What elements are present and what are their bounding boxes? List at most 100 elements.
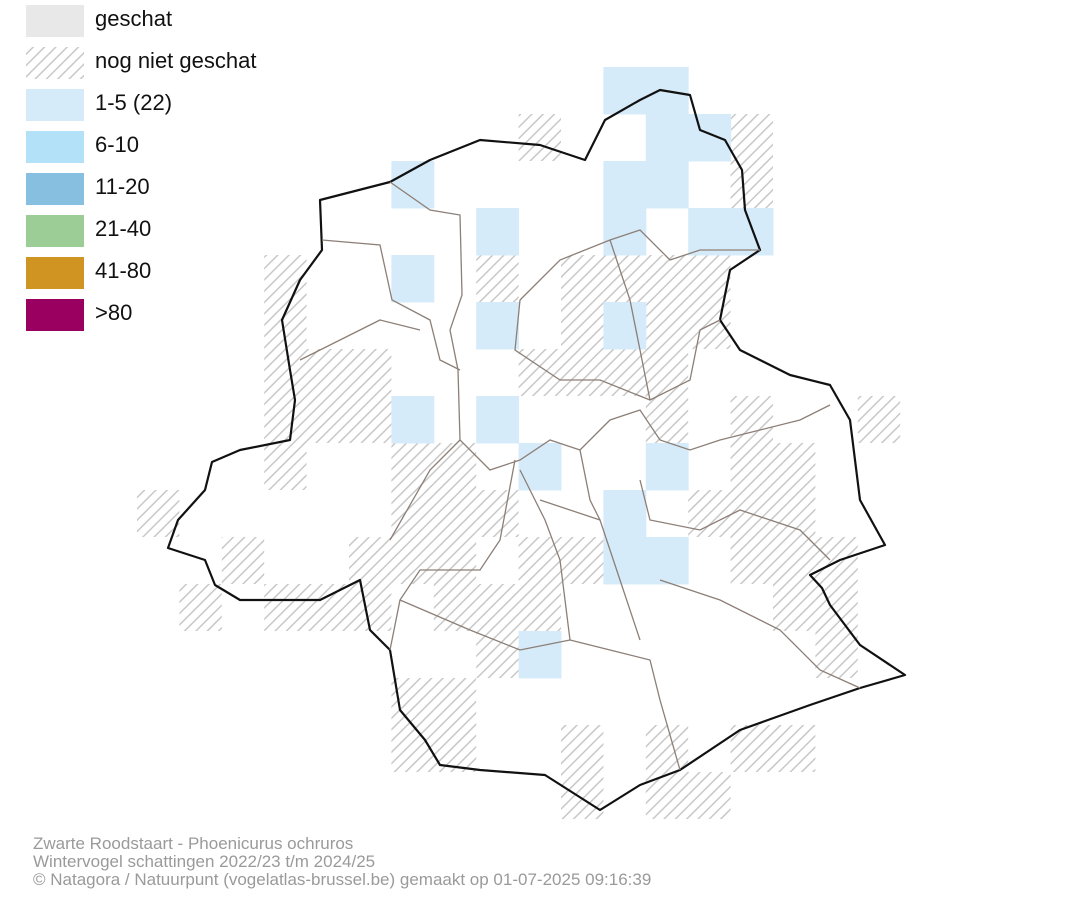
unsurveyed-cell	[688, 490, 731, 537]
unsurveyed-cell	[773, 490, 816, 537]
unsurveyed-cell	[433, 678, 477, 725]
unsurveyed-cell	[476, 490, 519, 537]
count-cell	[476, 302, 520, 350]
legend-label: 21-40	[95, 216, 151, 241]
count-cell	[518, 631, 562, 679]
unsurveyed-cell	[179, 584, 222, 631]
legend-swatch	[26, 257, 84, 289]
unsurveyed-cell	[645, 302, 689, 349]
count-cell	[391, 255, 435, 303]
unsurveyed-cell	[221, 537, 265, 584]
map	[166, 88, 907, 812]
unsurveyed-cell	[645, 349, 689, 396]
unsurveyed-cell	[391, 537, 434, 584]
legend-swatch	[26, 299, 84, 331]
unsurveyed-cell	[730, 161, 773, 208]
unsurveyed-cell	[264, 584, 307, 631]
unsurveyed-cell	[349, 349, 392, 396]
unsurveyed-cell	[773, 725, 816, 772]
legend-swatch	[26, 173, 84, 205]
unsurveyed-cell	[561, 772, 604, 819]
count-cell	[391, 396, 435, 444]
unsurveyed-cell	[391, 443, 434, 490]
unsurveyed-cell	[349, 584, 392, 631]
unsurveyed-cell	[433, 443, 477, 490]
count-cell	[603, 302, 647, 350]
unsurveyed-cell	[645, 255, 689, 302]
legend-swatch	[26, 89, 84, 121]
count-cell	[603, 67, 647, 115]
unsurveyed-cell	[476, 255, 519, 302]
unsurveyed-cell	[264, 443, 307, 490]
grid-cells	[137, 67, 901, 819]
unsurveyed-cell	[688, 772, 731, 819]
unsurveyed-cell	[645, 396, 689, 443]
unsurveyed-cell	[561, 349, 604, 396]
unsurveyed-cell	[518, 584, 561, 631]
unsurveyed-cell	[645, 772, 689, 819]
unsurveyed-cell	[561, 725, 604, 772]
count-cell	[645, 114, 689, 162]
unsurveyed-cell	[857, 396, 901, 443]
footer-line: © Natagora / Natuurpunt (vogelatlas-brus…	[33, 870, 651, 889]
legend-label: 6-10	[95, 132, 139, 157]
unsurveyed-cell	[264, 396, 307, 443]
unsurveyed-cell	[688, 255, 731, 302]
footer-line: Zwarte Roodstaart - Phoenicurus ochruros	[33, 834, 353, 853]
unsurveyed-cell	[561, 537, 604, 584]
count-cell	[476, 208, 520, 256]
footer: Zwarte Roodstaart - Phoenicurus ochruros…	[33, 834, 651, 889]
unsurveyed-cell	[306, 349, 349, 396]
legend-label: geschat	[95, 6, 172, 31]
unsurveyed-cell	[603, 255, 646, 302]
unsurveyed-cell	[773, 584, 816, 631]
count-cell	[603, 161, 647, 209]
unsurveyed-cell	[603, 349, 646, 396]
count-cell	[645, 161, 689, 209]
legend: geschat nog niet geschat 1-5 (22) 6-10 11-20…	[26, 5, 256, 331]
legend-label: 11-20	[95, 174, 150, 199]
unsurveyed-cell	[730, 537, 773, 584]
unsurveyed-cell	[264, 255, 307, 302]
unsurveyed-cell	[730, 443, 773, 490]
unsurveyed-cell	[349, 396, 392, 443]
footer-line: Wintervogel schattingen 2022/23 t/m 2024…	[33, 852, 375, 871]
unsurveyed-cell	[433, 537, 477, 584]
unsurveyed-cell	[306, 584, 349, 631]
unsurveyed-cell	[730, 114, 773, 161]
unsurveyed-cell	[815, 631, 858, 678]
unsurveyed-cell	[306, 396, 349, 443]
unsurveyed-cell	[815, 584, 858, 631]
unsurveyed-cell	[773, 537, 816, 584]
legend-label: 1-5 (22)	[95, 90, 172, 115]
count-cell	[645, 443, 689, 491]
unsurveyed-cell	[518, 114, 561, 161]
count-cell	[476, 396, 520, 444]
unsurveyed-cell	[391, 725, 434, 772]
count-cell	[645, 537, 689, 585]
legend-swatch	[26, 131, 84, 163]
municipality-borders	[299, 181, 861, 771]
unsurveyed-cell	[137, 490, 180, 537]
legend-label: nog niet geschat	[95, 48, 256, 73]
legend-swatch	[26, 215, 84, 247]
legend-swatch	[26, 5, 84, 37]
count-cell	[518, 443, 562, 491]
unsurveyed-cell	[561, 302, 604, 349]
legend-label: >80	[95, 300, 132, 325]
count-cell	[603, 490, 647, 538]
unsurveyed-cell	[645, 725, 689, 772]
unsurveyed-cell	[561, 255, 604, 302]
count-cell	[603, 208, 647, 256]
count-cell	[688, 114, 732, 162]
unsurveyed-cell	[476, 631, 519, 678]
unsurveyed-cell	[391, 490, 434, 537]
unsurveyed-cell	[349, 537, 392, 584]
unsurveyed-cell	[773, 443, 816, 490]
unsurveyed-cell	[476, 584, 519, 631]
count-cell	[391, 161, 435, 209]
count-cell	[603, 537, 647, 585]
unsurveyed-cell	[433, 490, 477, 537]
unsurveyed-cell	[264, 349, 307, 396]
